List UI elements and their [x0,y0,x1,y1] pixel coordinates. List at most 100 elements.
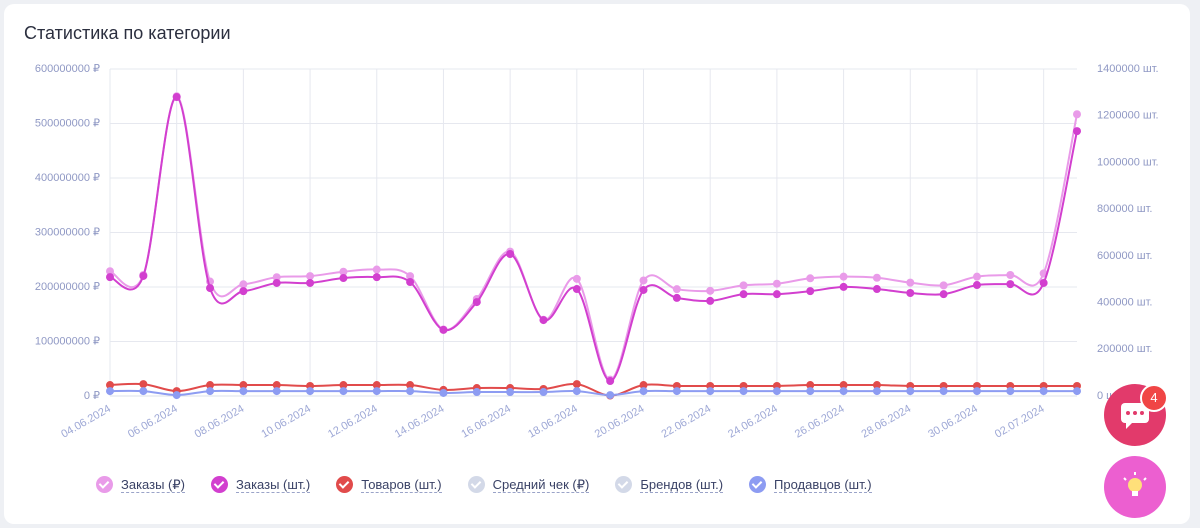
data-point [106,381,114,390]
data-point [139,271,148,280]
data-point [1073,387,1081,396]
data-point [506,388,515,397]
legend-item[interactable]: Продавцов (шт.) [749,476,872,493]
data-point [339,274,348,283]
legend-label: Заказы (шт.) [235,476,311,493]
data-point [1006,387,1015,396]
y-tick-label: 200000000 ₽ [35,281,100,293]
data-point [406,272,415,281]
chat-button[interactable] [1104,384,1166,446]
legend-item[interactable]: Брендов (шт.) [615,476,724,493]
legend-label: Товаров (шт.) [361,476,442,493]
data-point [572,387,581,396]
tips-button[interactable] [1104,456,1166,518]
legend-swatch [336,476,354,493]
data-point [239,387,248,396]
data-point [572,274,581,283]
card: Статистика по категории 0 ₽ 100000000 ₽ 20… [4,4,1190,524]
data-point [1073,127,1081,136]
data-point [839,387,848,396]
data-point [172,391,181,400]
data-point [239,287,248,296]
data-point [372,265,381,274]
data-point [272,278,281,287]
legend-item[interactable]: Заказы (шт.) [210,476,311,493]
x-tick-label: 06.06.2024 [126,403,180,441]
data-point [539,316,548,325]
data-point [972,281,981,290]
data-point [606,377,615,386]
data-point [306,387,315,396]
data-point [706,286,715,295]
series-line [109,96,1078,383]
y2-tick-label: 800000 шт. [1097,203,1152,215]
data-point [739,281,748,290]
y-tick-label: 600000000 ₽ [35,63,100,75]
data-point [806,274,815,283]
data-point [739,387,748,396]
data-point [272,387,281,396]
data-point [906,288,915,297]
data-point [972,387,981,396]
data-point [806,381,815,390]
data-point [106,273,114,282]
data-point [372,387,381,396]
data-point [606,391,615,400]
data-point [339,267,348,276]
legend-item[interactable]: Товаров (шт.) [336,476,442,493]
data-point [772,387,781,396]
x-tick-label: 26.06.2024 [793,403,847,441]
data-point [706,387,715,396]
data-point [1006,271,1015,280]
data-point [239,381,248,390]
legend-swatch [96,476,113,493]
data-point [406,387,415,396]
y-tick-label: 0 ₽ [84,390,100,402]
data-point [639,381,648,390]
data-point [672,293,681,302]
x-tick-label: 08.06.2024 [193,403,247,441]
data-point [872,273,881,282]
x-tick-label: 20.06.2024 [593,403,647,441]
data-point [772,290,781,299]
x-tick-label: 12.06.2024 [326,403,380,441]
y-tick-label: 100000000 ₽ [35,335,100,347]
data-point [639,276,648,285]
data-point [206,387,215,396]
legend-item[interactable]: Заказы (₽) [96,476,185,493]
data-point [572,380,581,389]
chat-icon [1121,403,1149,429]
x-tick-label: 16.06.2024 [459,403,513,441]
legend: Заказы (₽) Заказы (шт.) Товаров (шт.) Средн… [96,476,872,493]
data-point [106,387,114,396]
legend-item[interactable]: Средний чек (₽) [467,476,590,493]
y2-tick-label: 1000000 шт. [1097,156,1159,168]
y-tick-label: 500000000 ₽ [35,117,100,129]
data-point [406,381,415,390]
data-point [906,278,915,287]
data-point [572,285,581,294]
data-point [706,296,715,305]
x-tick-label: 14.06.2024 [393,403,447,441]
data-point [806,287,815,296]
data-point [839,381,848,390]
data-point [206,381,215,390]
data-point [806,387,815,396]
data-point [772,279,781,288]
y2-tick-label: 1200000 шт. [1097,110,1159,122]
y2-tick-label: 400000 шт. [1097,296,1152,308]
legend-label: Продавцов (шт.) [774,476,872,493]
data-point [139,387,148,396]
data-point [472,388,481,397]
data-point [306,278,315,287]
data-point [172,93,181,102]
data-point [972,272,981,281]
x-tick-label: 28.06.2024 [860,403,914,441]
y2-tick-label: 200000 шт. [1097,343,1152,355]
data-point [206,284,215,293]
x-tick-label: 22.06.2024 [659,403,713,441]
chart: Статистика по категории 0 ₽ 100000000 ₽ 20… [24,23,1159,441]
x-tick-label: 24.06.2024 [726,403,780,441]
data-point [439,388,448,397]
